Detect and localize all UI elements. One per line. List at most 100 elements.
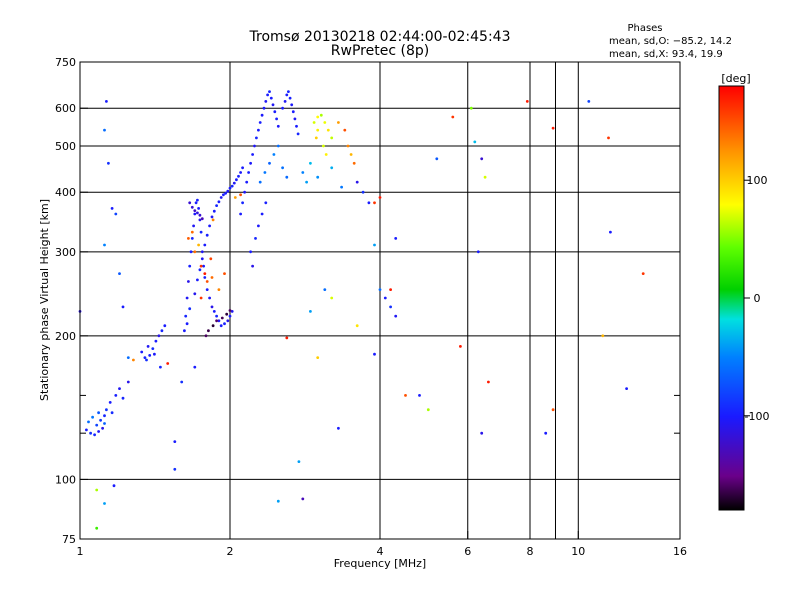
data-point: [257, 224, 260, 228]
data-point: [480, 157, 484, 161]
data-point: [268, 90, 271, 93]
data-point: [251, 264, 255, 268]
data-point: [389, 288, 392, 291]
data-point: [260, 212, 264, 216]
data-point: [114, 212, 118, 216]
data-point: [196, 278, 199, 282]
data-point: [185, 322, 189, 326]
data-point: [239, 171, 243, 174]
y-tick-label: 600: [55, 102, 76, 115]
data-point: [625, 387, 628, 390]
data-point: [198, 268, 202, 272]
data-point: [373, 352, 376, 356]
x-axis-ticks: 1 2 4 6 8 10 16: [77, 531, 687, 558]
x-tick-label: 4: [377, 545, 384, 558]
data-point: [263, 171, 267, 174]
data-point: [217, 200, 221, 204]
data-point: [476, 250, 480, 254]
colorbar: [718, 85, 745, 511]
data-point: [340, 185, 343, 189]
data-point: [194, 201, 198, 205]
data-point: [268, 161, 271, 165]
data-point: [126, 380, 130, 384]
data-point: [148, 354, 152, 357]
data-point: [210, 276, 214, 279]
data-point: [247, 171, 251, 174]
data-point: [99, 418, 102, 422]
data-point: [237, 174, 240, 178]
data-point: [97, 411, 100, 415]
grid-lines: [80, 62, 680, 539]
data-point: [188, 201, 192, 205]
data-point: [281, 166, 284, 170]
colorbar-tick-label: 100: [747, 174, 768, 187]
data-point: [337, 426, 340, 430]
data-point: [207, 329, 210, 333]
data-point: [192, 224, 196, 228]
data-point: [361, 190, 365, 194]
data-point: [160, 329, 164, 333]
data-point: [196, 211, 199, 215]
data-point: [367, 201, 371, 205]
data-point: [103, 502, 106, 505]
y-tick-label: 100: [55, 473, 76, 486]
data-point: [601, 334, 605, 338]
phases-o-stats: mean, sd,O: −85.2, 14.2: [609, 36, 732, 47]
data-point: [323, 121, 327, 124]
data-point: [243, 190, 247, 194]
chart-title: Tromsø 20130218 02:44:00-02:45:43: [249, 29, 511, 45]
colorbar-tick-label: -100: [745, 410, 770, 423]
data-point: [296, 132, 300, 136]
data-point: [91, 415, 94, 419]
data-point: [285, 336, 289, 340]
data-point: [314, 136, 318, 140]
data-point: [108, 401, 112, 404]
data-point: [352, 161, 356, 165]
data-point: [253, 144, 256, 148]
data-point: [232, 181, 236, 185]
data-point: [281, 106, 284, 110]
data-point: [301, 497, 305, 501]
data-point: [394, 314, 398, 318]
data-point: [276, 499, 280, 503]
data-point: [204, 334, 208, 338]
x-tick-label: 2: [227, 545, 234, 558]
data-point: [222, 193, 225, 197]
data-point: [105, 408, 108, 412]
data-point: [212, 209, 216, 213]
data-point: [483, 175, 487, 179]
data-point: [378, 288, 382, 291]
data-point: [383, 296, 387, 300]
data-point: [316, 175, 320, 179]
y-axis-ticks: 75 100 200 300 400 500 600 750: [55, 56, 88, 546]
data-point: [187, 280, 190, 283]
data-point: [355, 180, 359, 184]
data-point: [103, 128, 106, 132]
data-point: [275, 117, 278, 121]
data-point: [285, 93, 289, 97]
data-point: [255, 136, 258, 140]
data-point: [230, 184, 234, 188]
data-point: [418, 394, 421, 397]
data-point: [199, 296, 203, 300]
data-point: [197, 243, 201, 247]
data-point: [551, 126, 555, 130]
data-point: [262, 106, 266, 110]
data-point: [199, 230, 203, 234]
x-tick-label: 16: [673, 545, 687, 558]
data-point: [551, 408, 555, 412]
data-point: [132, 358, 135, 362]
data-point: [205, 288, 209, 291]
data-point: [153, 352, 156, 356]
data-point: [273, 110, 277, 114]
data-point: [451, 115, 455, 119]
y-tick-label: 75: [62, 533, 76, 546]
data-point: [258, 121, 262, 124]
x-axis-label: Frequency [MHz]: [334, 557, 426, 570]
data-point: [110, 207, 114, 210]
data-point: [239, 212, 243, 216]
data-point: [95, 423, 99, 427]
data-point: [97, 430, 100, 433]
data-point: [607, 136, 610, 140]
